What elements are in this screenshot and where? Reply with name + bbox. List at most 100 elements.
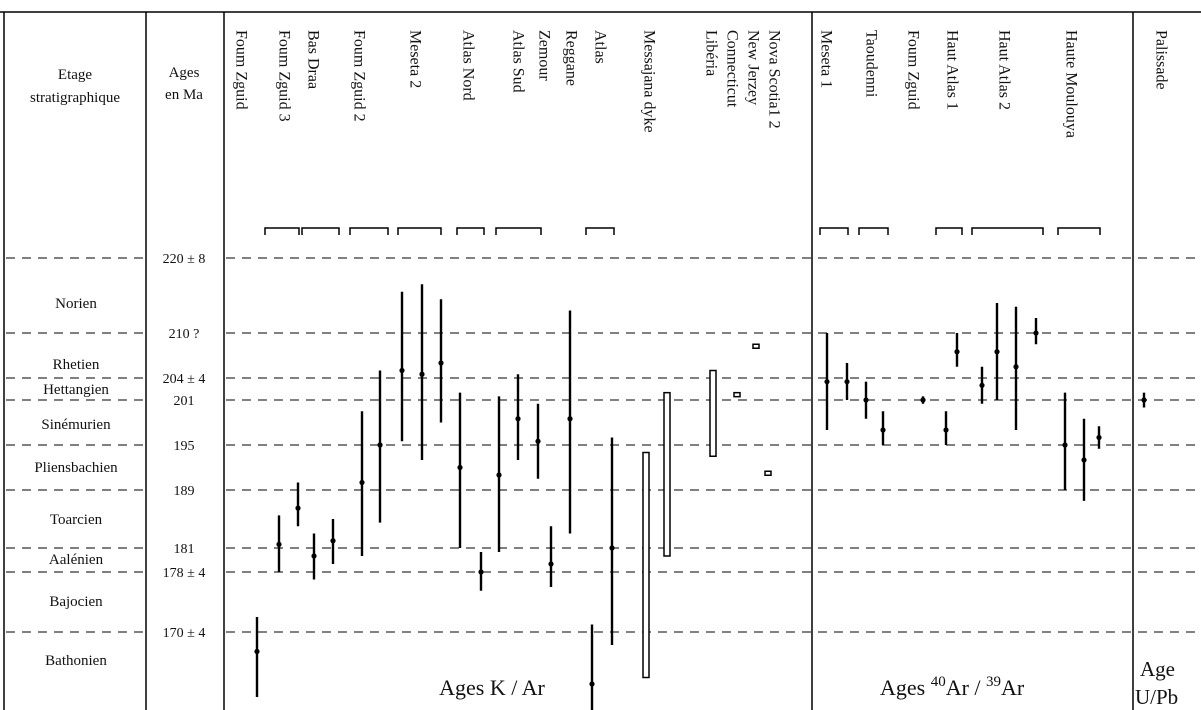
- column-label-16: Taoudenni: [862, 30, 879, 98]
- age-range-mean-10: [457, 464, 463, 471]
- bracket-9: [935, 227, 963, 235]
- stage-header-label: Etage stratigraphique: [30, 67, 120, 106]
- age-range-mean-37: [1081, 457, 1087, 463]
- sample-brackets: [264, 227, 1101, 235]
- column-label-0: Foum Zguid: [232, 30, 249, 110]
- age-range-mean-30: [943, 427, 949, 433]
- stage-label-6: Aalénien: [49, 552, 104, 568]
- age-range-mean-18: [609, 545, 615, 551]
- bracket-8: [858, 227, 889, 235]
- age-tick-label-1: 210 ?: [169, 327, 200, 342]
- chart-header: Etage stratigraphique Ages en Ma: [30, 65, 203, 106]
- age-range-mean-17: [589, 681, 595, 687]
- age-range-mean-5: [359, 479, 365, 486]
- age-tick-label-7: 178 ± 4: [163, 566, 206, 581]
- age-range-mean-16: [567, 416, 573, 422]
- age-range-mean-0: [254, 648, 260, 655]
- age-range-mean-9: [438, 360, 444, 366]
- age-range-mean-1: [276, 541, 282, 547]
- age-tick-label-8: 170 ± 4: [163, 626, 206, 641]
- column-label-10: Messajana dyke: [640, 30, 657, 133]
- section-label-upb-line1: Age: [1140, 657, 1175, 681]
- column-label-7: Zemour: [535, 30, 552, 81]
- age-tick-label-6: 181: [174, 542, 195, 557]
- column-label-11: Libéria: [702, 30, 719, 76]
- age-range-mean-36: [1062, 442, 1068, 448]
- sample-column-labels: Foum Zguid Foum Zguid 3 Bas Draa Foum Zguid…: [232, 30, 1169, 138]
- age-range-mean-13: [515, 416, 521, 422]
- age-range-mean-27: [863, 397, 869, 403]
- age-ranges: [254, 284, 1147, 710]
- section-label-upb-line2: U/Pb: [1135, 685, 1178, 709]
- age-range-mean-34: [1013, 364, 1019, 370]
- column-label-3: Foum Zguid 2: [350, 30, 367, 122]
- age-range-mean-3: [311, 553, 317, 559]
- column-label-13: New Jerzey: [744, 30, 761, 105]
- age-tick-label-5: 189: [174, 484, 195, 499]
- bracket-5: [495, 227, 542, 235]
- age-range-box-20: [663, 391, 671, 557]
- stage-label-3: Sinémurien: [41, 417, 111, 433]
- age-range-mean-39: [1141, 397, 1147, 403]
- bracket-1: [301, 227, 340, 235]
- chart-frame: [0, 11, 1201, 710]
- age-range-mean-29: [920, 397, 926, 403]
- bracket-3: [397, 227, 442, 235]
- age-range-mean-35: [1033, 330, 1039, 336]
- column-label-8: Reggane: [562, 30, 579, 86]
- age-range-mean-26: [844, 379, 850, 385]
- age-range-mean-11: [478, 569, 484, 575]
- column-label-12: Connecticut: [723, 30, 740, 108]
- stage-label-8: Bathonien: [45, 653, 107, 669]
- bracket-7: [819, 227, 849, 235]
- stage-label-0: Norien: [55, 296, 97, 312]
- age-range-mean-32: [979, 382, 985, 388]
- age-range-mean-8: [419, 371, 425, 377]
- bracket-2: [349, 227, 389, 235]
- section-label-kar: Ages K / Ar: [439, 675, 545, 700]
- section-label-arar: Ages 40Ar / 39Ar: [880, 674, 1025, 700]
- age-tick-label-2: 204 ± 4: [163, 372, 206, 387]
- age-range-box-22: [733, 391, 741, 398]
- age-range-box-21: [709, 369, 717, 457]
- age-range-box-19: [642, 451, 650, 679]
- bracket-0: [264, 227, 300, 235]
- age-range-mean-14: [535, 438, 541, 444]
- age-range-mean-2: [295, 505, 301, 511]
- column-label-4: Meseta 2: [406, 30, 423, 88]
- age-tick-label-0: 220 ± 8: [163, 252, 206, 267]
- age-range-mean-25: [824, 379, 830, 385]
- stage-label-4: Pliensbachien: [34, 460, 118, 476]
- age-tick-labels: 220 ± 8 210 ? 204 ± 4 201 195 189 181 178 ± 4 17…: [163, 252, 206, 641]
- column-label-18: Haut Atlas 1: [943, 30, 960, 110]
- column-label-19: Haut Atlas 2: [995, 30, 1012, 110]
- column-label-20: Haute Moulouya: [1062, 30, 1079, 138]
- age-tick-label-4: 195: [174, 439, 195, 454]
- age-range-mean-4: [330, 538, 336, 544]
- column-label-21: Palissade: [1152, 30, 1169, 90]
- age-range-box-24: [764, 470, 772, 476]
- age-range-mean-33: [994, 349, 1000, 355]
- age-tick-label-3: 201: [174, 394, 195, 409]
- column-label-2: Bas Draa: [304, 30, 321, 89]
- age-header-label: Ages en Ma: [165, 65, 203, 103]
- age-range-mean-7: [399, 367, 405, 374]
- column-label-14: Nova Scotia1 2: [765, 30, 782, 129]
- age-range-mean-38: [1096, 434, 1102, 441]
- column-label-6: Atlas Sud: [509, 30, 526, 93]
- column-label-1: Foum Zguid 3: [275, 30, 292, 122]
- age-range-mean-28: [880, 427, 886, 433]
- age-range-mean-6: [377, 442, 383, 448]
- stage-labels: Norien Rhetien Hettangien Sinémurien Pliensb…: [34, 296, 118, 669]
- column-label-17: Foum Zguid: [904, 30, 921, 110]
- bracket-6: [585, 227, 615, 235]
- method-section-labels: Ages K / Ar Ages 40Ar / 39Ar Age U/Pb: [439, 657, 1178, 709]
- stage-label-2: Hettangien: [43, 382, 109, 398]
- age-range-mean-15: [548, 561, 554, 567]
- age-range-box-23: [752, 343, 760, 349]
- bracket-4: [456, 227, 485, 235]
- age-range-mean-31: [954, 349, 960, 355]
- bracket-10: [971, 227, 1044, 235]
- stage-label-1: Rhetien: [53, 357, 100, 373]
